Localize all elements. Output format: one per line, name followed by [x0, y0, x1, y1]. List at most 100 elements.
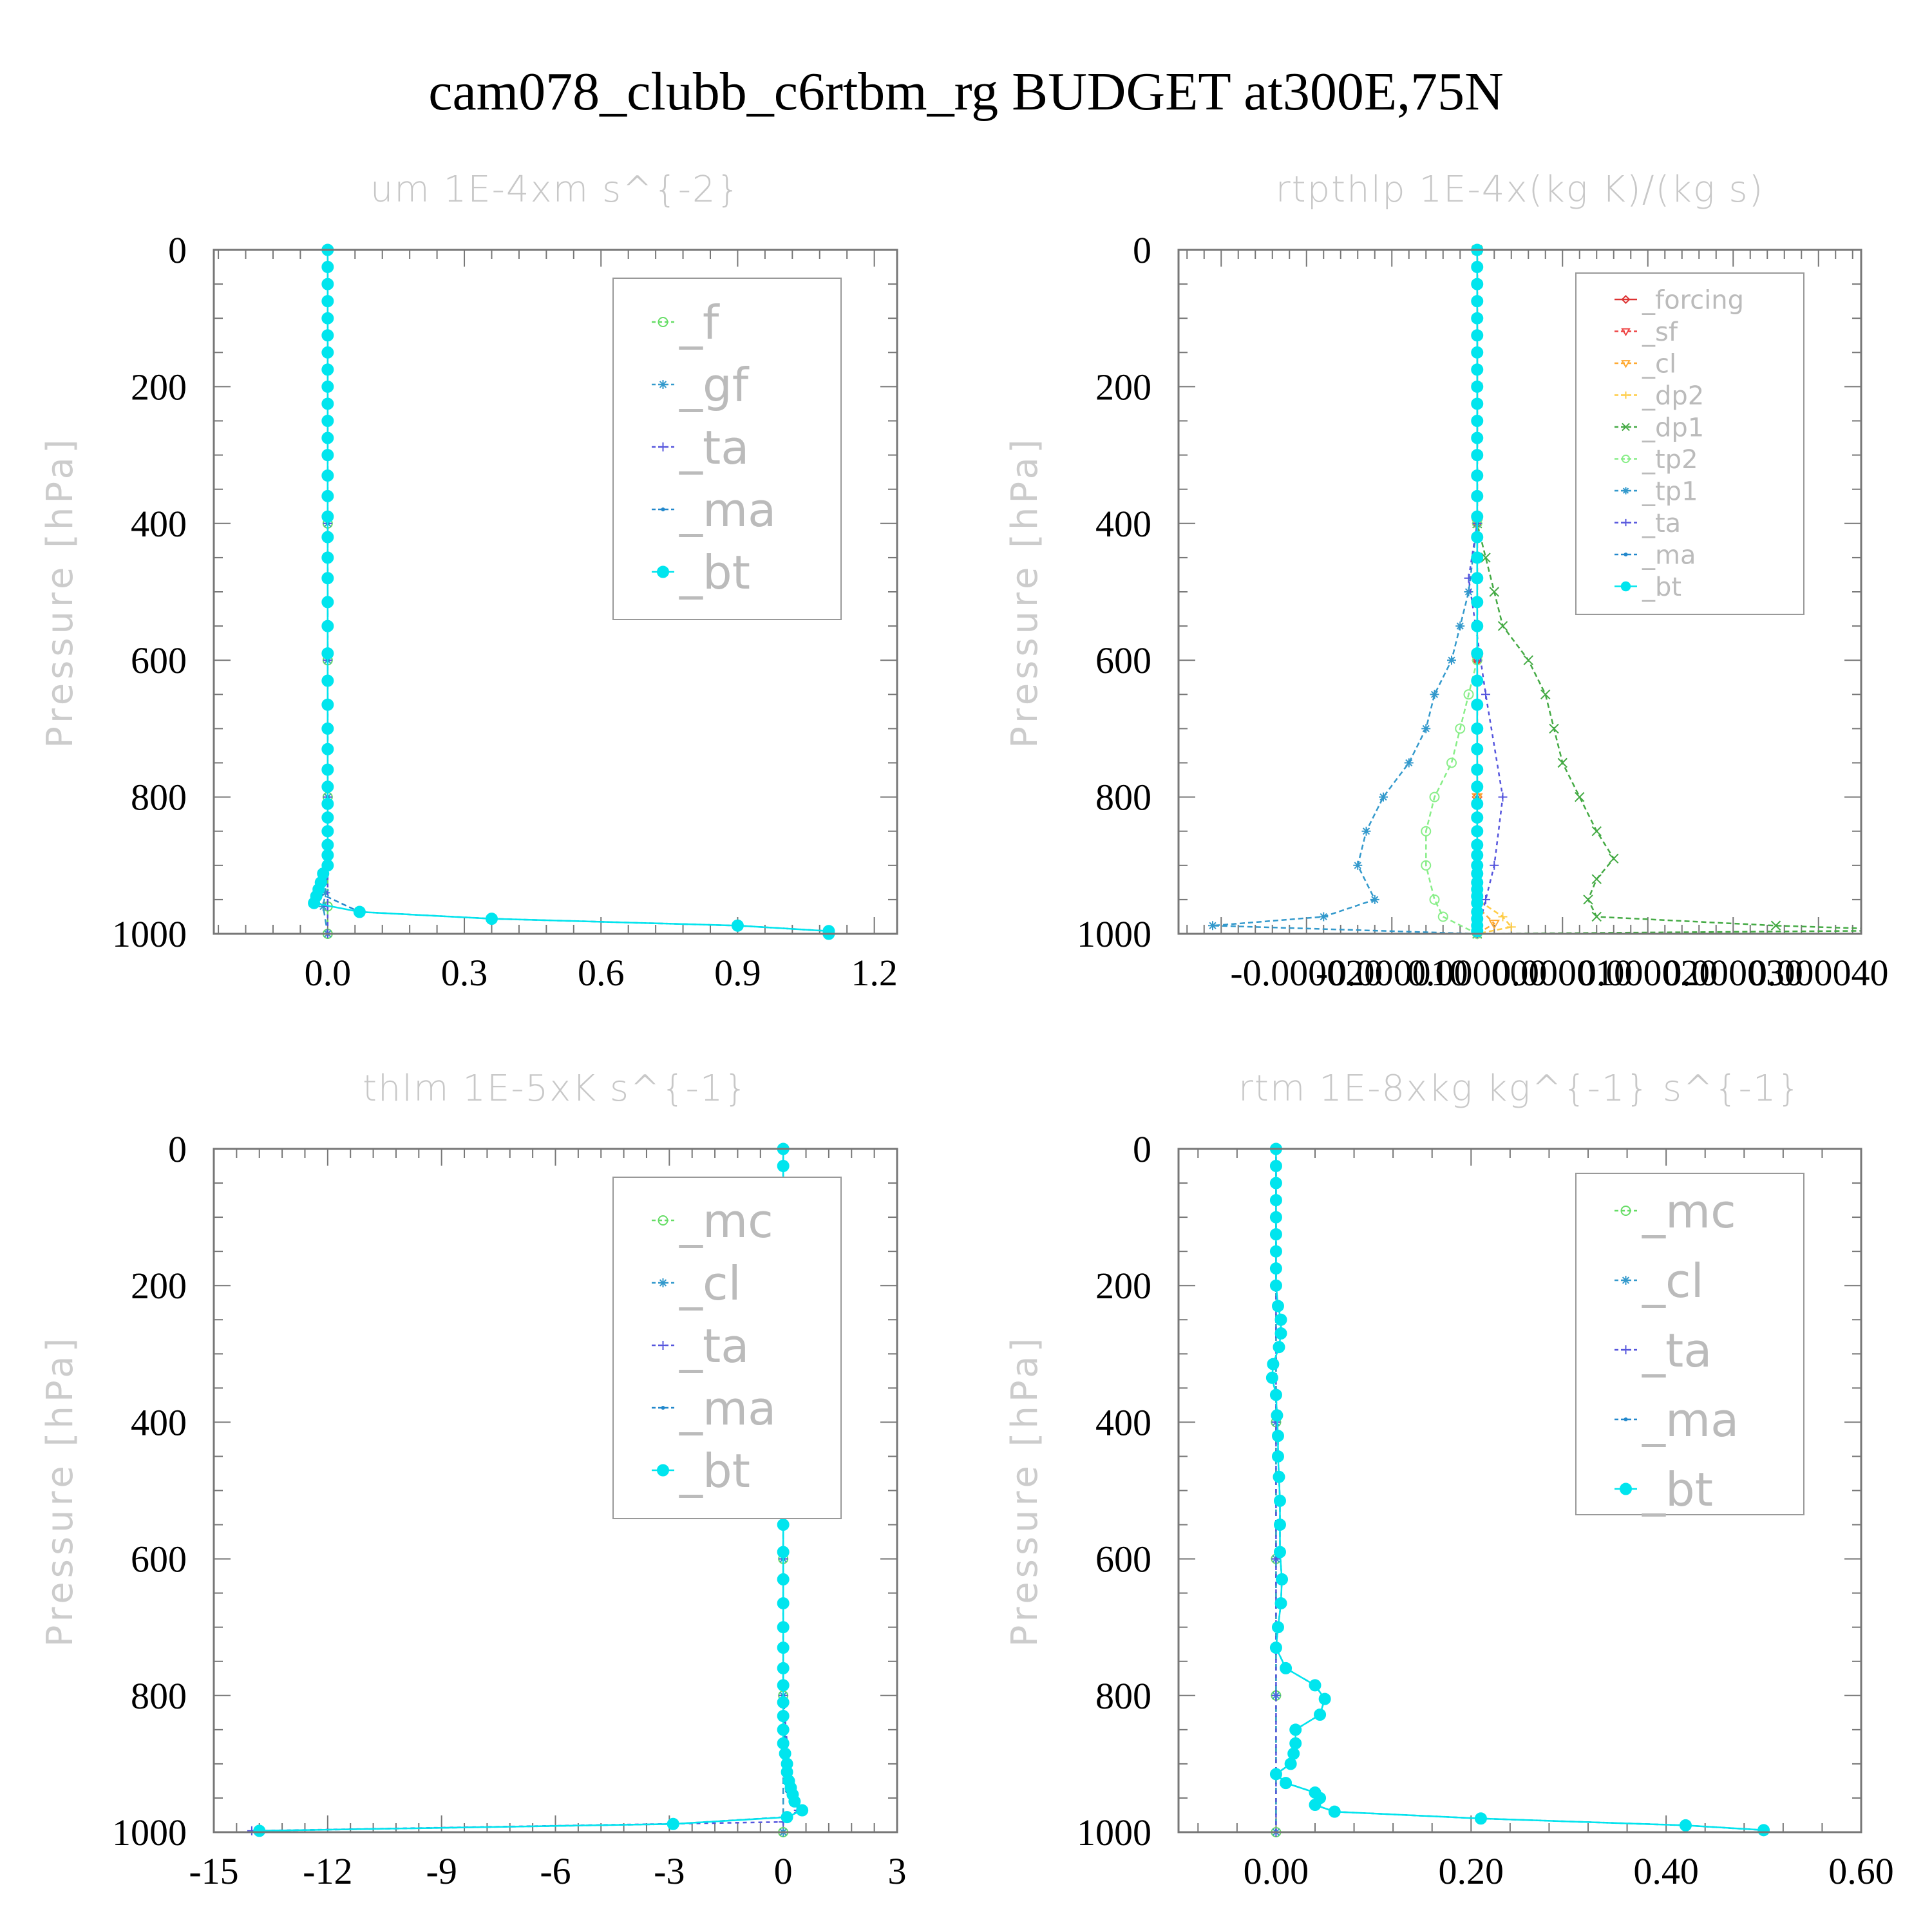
data-point [1269, 1228, 1282, 1241]
data-point [1471, 849, 1484, 862]
panel-4: rtm 1E-8xkg kg^{-1} s^{-1} Pressure [hPa]… [1004, 1068, 1894, 1892]
y-tick-label: 600 [1095, 1539, 1151, 1580]
legend-box [612, 1177, 842, 1519]
y-tick-label: 0 [1133, 1128, 1151, 1170]
x-tick-label: -0.000010 [1316, 952, 1468, 994]
legend-marker [1622, 422, 1630, 431]
data-point [1471, 312, 1484, 325]
data-point [321, 469, 334, 482]
legend-label: _ta [1642, 509, 1681, 538]
data-point [781, 1811, 793, 1824]
data-point [321, 674, 334, 687]
panels: um 1E-4xm s^{-2} Pressure [hPa] 0 200 400 600… [39, 169, 1894, 1892]
y-axis-label: Pressure [hPa] [1004, 1334, 1046, 1647]
panel-title: um 1E-4xm s^{-2} [370, 169, 741, 211]
data-point [796, 1804, 809, 1817]
data-point [1471, 674, 1484, 687]
data-point [1471, 838, 1484, 851]
panel-title: thlm 1E-5xK s^{-1} [363, 1068, 748, 1110]
data-point [1575, 791, 1585, 802]
data-point [1404, 758, 1414, 768]
data-point [777, 1696, 790, 1709]
data-point [1287, 1747, 1300, 1760]
data-point [1269, 1160, 1282, 1173]
series-group [1265, 1142, 1770, 1837]
y-axis-label: Pressure [hPa] [1004, 435, 1046, 748]
data-point [1506, 922, 1516, 932]
data-point [1471, 261, 1484, 274]
y-tick-label: 200 [131, 1265, 187, 1307]
legend-label: _cl [679, 1256, 741, 1311]
legend-marker [1621, 360, 1631, 368]
data-point [1471, 781, 1484, 793]
data-point [1267, 1358, 1280, 1370]
y-tick-label: 1000 [112, 1812, 187, 1853]
y-axis-label: Pressure [hPa] [39, 1334, 81, 1647]
data-point [1471, 415, 1484, 427]
data-point [1269, 1194, 1282, 1207]
series-line-tp1 [1212, 250, 1479, 935]
data-point [1471, 647, 1484, 660]
plot-frame [1177, 1148, 1862, 1833]
y-tick-label: 0 [168, 1128, 187, 1170]
legend-label: _mc [1642, 1184, 1736, 1238]
data-point [1471, 363, 1484, 376]
data-point [1271, 1450, 1284, 1463]
plot-frame [1177, 249, 1862, 935]
legend-marker [1620, 581, 1631, 592]
data-point [321, 743, 334, 755]
y-tick-label: 400 [131, 1401, 187, 1443]
legend-marker [658, 1341, 668, 1350]
x-tick-label: 0 [774, 1850, 793, 1892]
data-point [1497, 621, 1508, 631]
y-tick-label: 200 [131, 366, 187, 408]
data-point [1471, 743, 1484, 755]
data-point [777, 1737, 790, 1750]
legend-label: _ta [679, 1319, 749, 1373]
legend-marker [1620, 1482, 1632, 1495]
data-point [321, 781, 334, 793]
data-point [1284, 1757, 1297, 1770]
x-tick-label: 0.40 [1633, 1850, 1699, 1892]
data-point [1471, 431, 1484, 444]
data-point [321, 295, 334, 308]
data-point [1549, 723, 1559, 734]
y-tick-label: 600 [131, 1539, 187, 1580]
data-point [1471, 397, 1484, 410]
data-point [1447, 656, 1456, 665]
data-point [777, 1573, 790, 1586]
data-point [485, 913, 498, 925]
data-point [321, 510, 334, 523]
legend-label: _dp1 [1642, 413, 1704, 442]
data-point [1429, 894, 1440, 905]
data-point [1523, 655, 1533, 665]
x-tick-label: -9 [426, 1850, 457, 1892]
data-point [321, 431, 334, 444]
data-point [1314, 1709, 1327, 1721]
data-point [321, 346, 334, 359]
data-point [1591, 911, 1602, 922]
legend-label: _ta [1642, 1323, 1712, 1378]
data-point [1309, 1679, 1321, 1692]
data-point [1471, 925, 1484, 938]
legend-marker [1621, 328, 1631, 337]
data-point [321, 312, 334, 325]
legend-label: _bt [1642, 573, 1681, 602]
x-tick-label: 0.000040 [1748, 952, 1889, 994]
legend-label: _gf [679, 358, 750, 412]
legend-marker [657, 565, 669, 578]
data-point [321, 763, 334, 776]
y-tick-label: 400 [1095, 503, 1151, 545]
y-tick-label: 400 [131, 503, 187, 545]
data-point [321, 849, 334, 862]
legend-label: _tp1 [1642, 477, 1698, 506]
series-group [1208, 243, 1861, 940]
data-point [1271, 1690, 1281, 1700]
data-point [1583, 895, 1593, 905]
data-point [1679, 1819, 1692, 1832]
data-point [1471, 797, 1484, 810]
y-tick-label: 200 [1095, 366, 1151, 408]
panel-1: um 1E-4xm s^{-2} Pressure [hPa] 0 200 400 600… [39, 169, 898, 994]
data-point [1289, 1723, 1302, 1736]
legend-label: _bt [1642, 1463, 1713, 1517]
